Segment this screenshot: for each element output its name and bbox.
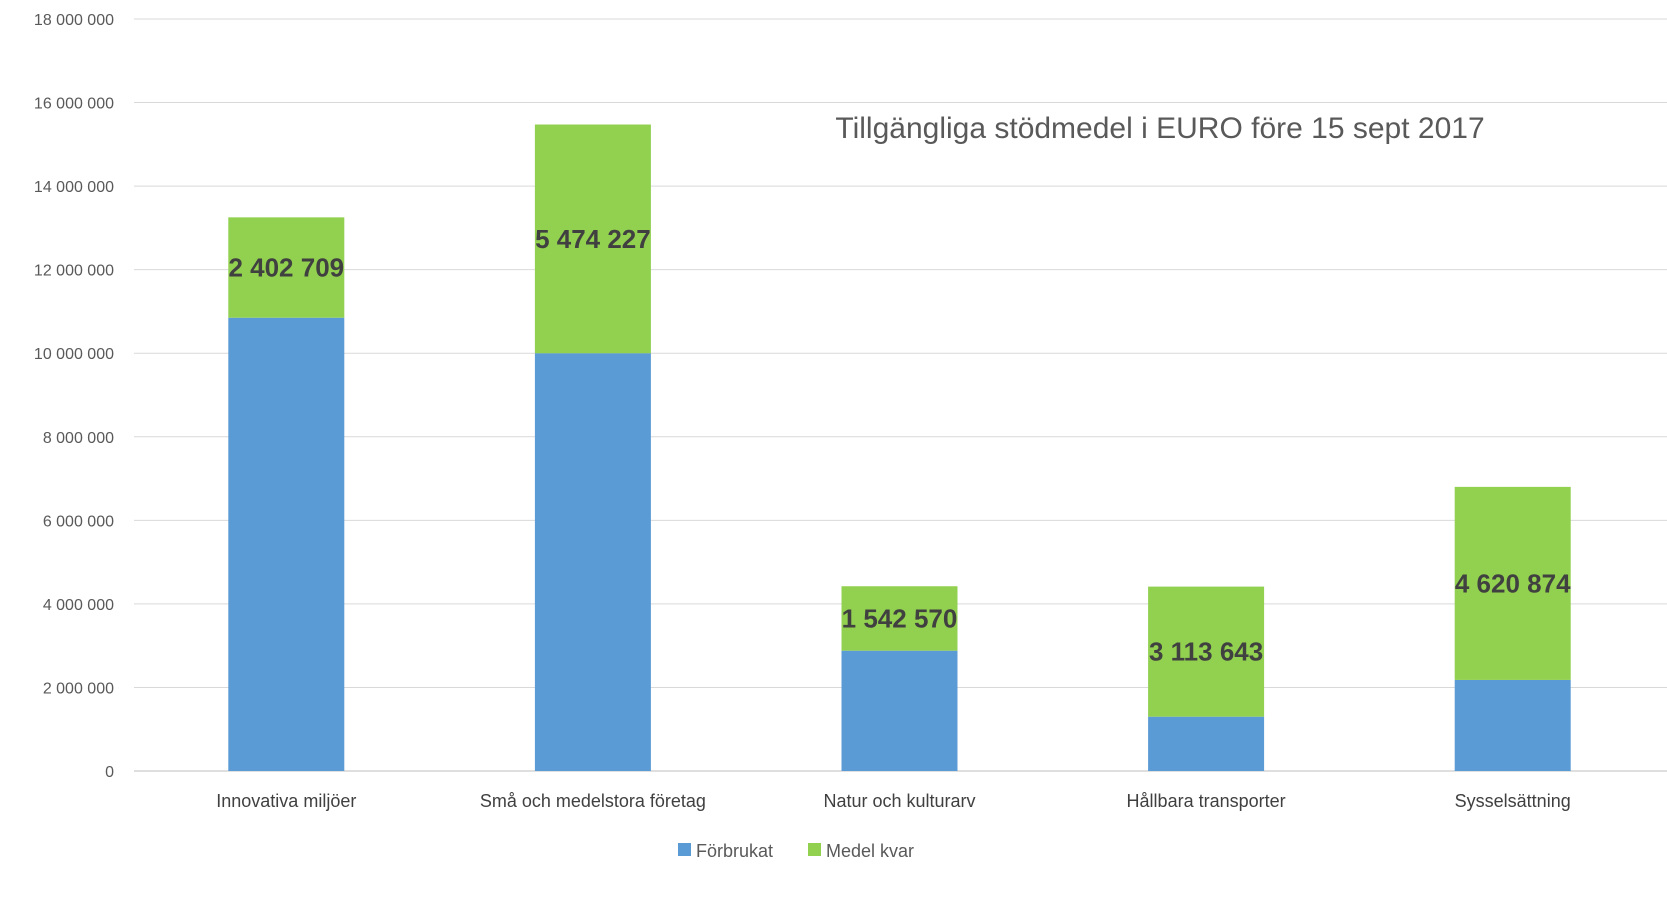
data-label: 3 113 643 (1149, 637, 1263, 667)
bar-forbrukat (841, 650, 958, 771)
x-tick-label: Hållbara transporter (1127, 791, 1286, 811)
y-tick-label: 8 000 000 (43, 430, 114, 447)
gridlines (134, 18, 1667, 772)
x-tick-label: Sysselsättning (1455, 791, 1571, 811)
y-tick-label: 16 000 000 (34, 96, 114, 113)
chart-title: Tillgängliga stödmedel i EURO före 15 se… (835, 112, 1484, 145)
y-tick-label: 10 000 000 (34, 346, 114, 363)
y-tick-label: 14 000 000 (34, 179, 114, 196)
legend-swatch (678, 843, 691, 856)
bar-forbrukat (1454, 679, 1571, 771)
x-tick-label: Natur och kulturarv (823, 791, 975, 811)
data-label: 2 402 709 (228, 253, 344, 283)
data-label: 1 542 570 (842, 603, 958, 633)
bar-medel-kvar (1454, 486, 1571, 680)
bar-medel-kvar (228, 217, 345, 318)
bar-forbrukat (1148, 716, 1265, 771)
legend: Förbrukat Medel kvar (678, 841, 914, 861)
y-tick-label: 0 (105, 764, 114, 781)
y-tick-label: 4 000 000 (43, 597, 114, 614)
y-tick-label: 2 000 000 (43, 680, 114, 697)
y-tick-label: 6 000 000 (43, 513, 114, 530)
y-tick-label: 18 000 000 (34, 12, 114, 29)
bar-forbrukat (534, 353, 651, 771)
bar-forbrukat (228, 317, 345, 771)
bar-medel-kvar (841, 586, 958, 651)
legend-label: Medel kvar (826, 841, 914, 861)
y-tick-label: 12 000 000 (34, 263, 114, 280)
data-labels: 2 402 709 5 474 227 1 542 570 3 113 643 4 62… (228, 224, 1571, 667)
bar-medel-kvar (534, 124, 651, 354)
data-label: 5 474 227 (535, 224, 651, 254)
data-label: 4 620 874 (1455, 568, 1571, 598)
y-axis-ticks: 0 2 000 000 4 000 000 6 000 000 8 000 000 10 … (34, 12, 114, 781)
x-tick-label: Små och medelstora företag (480, 791, 706, 811)
bar-medel-kvar (1148, 586, 1265, 717)
legend-label: Förbrukat (696, 841, 773, 861)
legend-swatch (808, 843, 821, 856)
x-axis-ticks: Innovativa miljöer Små och medelstora för… (216, 791, 1570, 811)
x-tick-label: Innovativa miljöer (216, 791, 356, 811)
bars (228, 124, 1571, 771)
